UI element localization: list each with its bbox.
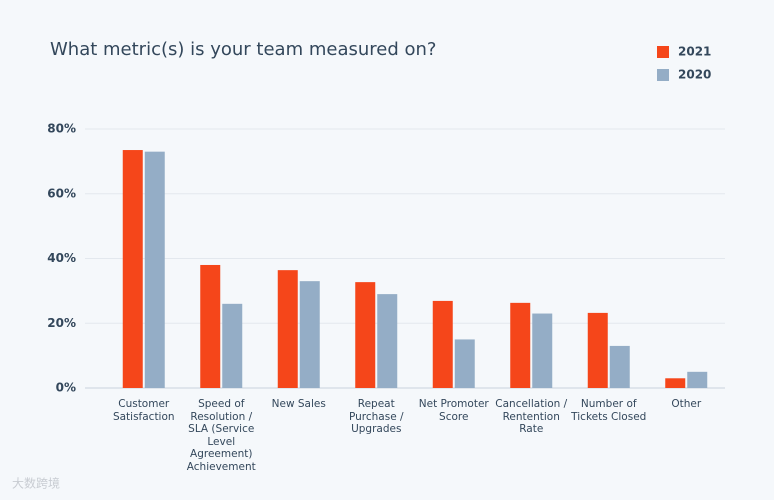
bar bbox=[355, 282, 376, 388]
bar bbox=[510, 302, 531, 388]
legend-label: 2020 bbox=[678, 68, 711, 82]
bar bbox=[144, 151, 165, 388]
y-tick-label: 0% bbox=[56, 381, 76, 395]
y-tick-label: 40% bbox=[47, 251, 76, 265]
x-tick-label: Net Promoter Score bbox=[418, 398, 489, 423]
x-tick-label: Customer Satisfaction bbox=[112, 398, 175, 423]
legend-label: 2021 bbox=[678, 45, 711, 59]
bar bbox=[222, 303, 243, 388]
chart-title: What metric(s) is your team measured on? bbox=[50, 39, 436, 60]
x-tick-label: Number of Tickets Closed bbox=[571, 398, 647, 423]
x-tick-label: Cancellation / Rentention Rate bbox=[495, 398, 568, 435]
bar bbox=[665, 378, 686, 388]
bar bbox=[200, 264, 221, 388]
bar bbox=[432, 300, 453, 388]
y-tick-label: 20% bbox=[47, 316, 76, 330]
x-tick-label: Other bbox=[671, 398, 702, 410]
x-tick-label: New Sales bbox=[271, 398, 326, 410]
legend-swatch bbox=[657, 69, 669, 81]
x-tick-label: Speed of Resolution / SLA (Service Level… bbox=[186, 398, 256, 473]
bar bbox=[532, 313, 553, 388]
watermark: 大数跨境 bbox=[12, 476, 60, 491]
bar bbox=[687, 371, 708, 388]
y-tick-label: 60% bbox=[47, 186, 76, 200]
bar bbox=[277, 270, 298, 388]
bar bbox=[299, 281, 320, 388]
bar bbox=[454, 339, 475, 388]
x-tick-label: Repeat Purchase / Upgrades bbox=[348, 398, 404, 435]
bar bbox=[609, 345, 630, 388]
bar bbox=[377, 294, 398, 388]
y-tick-label: 80% bbox=[47, 122, 76, 136]
bar bbox=[122, 150, 143, 388]
legend-swatch bbox=[657, 46, 669, 58]
bar bbox=[587, 312, 608, 388]
